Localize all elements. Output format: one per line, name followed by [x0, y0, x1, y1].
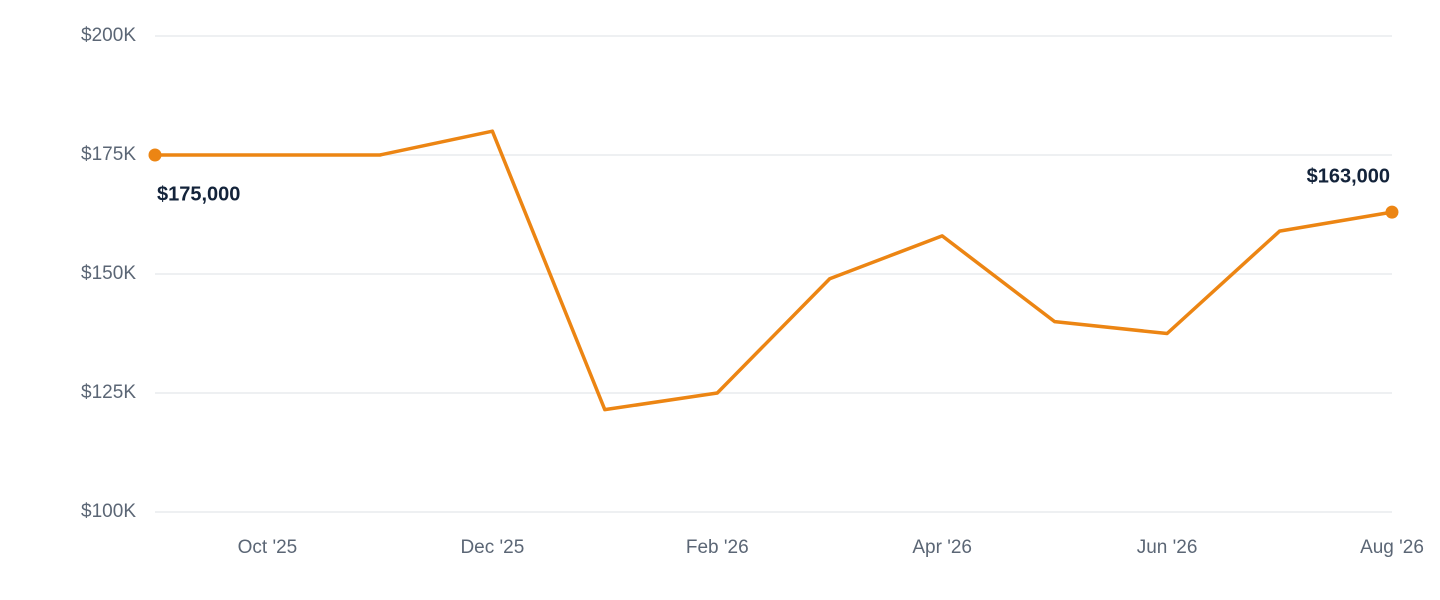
line: [155, 129, 1393, 412]
y-tick-label: $100K: [81, 501, 136, 522]
x-tick-label: Dec '25: [460, 537, 524, 558]
point-marker: [1385, 205, 1399, 219]
value-label: $175,000: [157, 183, 240, 205]
y-tick-label: $200K: [81, 25, 136, 46]
y-tick-label: $175K: [81, 144, 136, 165]
x-tick-label: Jun '26: [1137, 537, 1198, 558]
x-tick-label: Oct '25: [238, 537, 298, 558]
y-tick-label: $150K: [81, 263, 136, 284]
x-tick-label: Apr '26: [912, 537, 972, 558]
x-tick-label: Aug '26: [1360, 537, 1424, 558]
y-tick-label: $125K: [81, 382, 136, 403]
point-marker: [148, 148, 162, 162]
x-tick-label: Feb '26: [686, 537, 749, 558]
value-label: $163,000: [1307, 165, 1390, 187]
